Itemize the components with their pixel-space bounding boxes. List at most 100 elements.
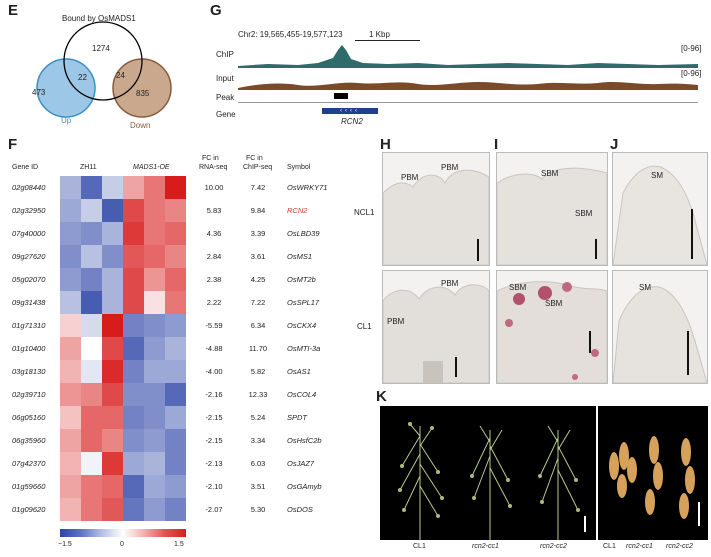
heatmap-cell [60,360,81,383]
heatmap-cell [123,222,144,245]
fc-chip-value: 5.24 [250,413,266,422]
venn-count-up: 473 [32,88,46,97]
heatmap-cell [123,360,144,383]
gene-table: 02g08440 10.00 7.42 OsWRKY71 02g32950 5.83 9.8… [0,176,360,521]
heatmap-cell [81,291,102,314]
heatmap-cell [144,452,165,475]
venn-count-bound: 1274 [92,44,110,53]
heatmap-cell [123,268,144,291]
heatmap-cell [60,429,81,452]
heatmap-cell [123,429,144,452]
fc-rna-value: 10.00 [204,183,224,192]
gene-id: 01g10400 [12,344,46,353]
heatmap-cell [165,291,186,314]
color-scale-bar [60,529,186,537]
heatmap-cell [60,475,81,498]
heatmap-cell [102,176,123,199]
peak-bar [334,93,348,99]
heatmap-cell [165,498,186,521]
gene-symbol: OsGAmyb [287,482,322,491]
panel-e-label: E [8,2,19,19]
heatmap-cell [81,222,102,245]
scale-bar [595,239,597,259]
col-header-symbol: Symbol [287,164,311,171]
tag-pbm: PBM [441,163,459,172]
fc-rna-value: -5.59 [205,321,223,330]
gene-id: 07g42370 [12,459,46,468]
heatmap-cell [60,176,81,199]
scale-bar [691,209,693,259]
track-label-peak: Peak [216,93,235,102]
insitu-h-cl1: PBM PBM [382,270,490,384]
panel-f-label: F [8,136,18,153]
heatmap-cell [123,314,144,337]
heatmap-cell [165,429,186,452]
tag-sbm: SBM [509,283,527,292]
col-header-fc-rna-1: FC in [202,155,219,162]
gene-id: 02g08440 [12,183,46,192]
tag-pbm: PBM [441,279,459,288]
heatmap-cell [144,268,165,291]
heatmap-cell [60,245,81,268]
heatmap-cell [123,245,144,268]
track-range-chip: [0-96] [681,44,702,53]
gene-id: 01g59660 [12,482,46,491]
heatmap-cell [165,314,186,337]
fc-rna-value: -2.16 [205,390,223,399]
tag-sm: SM [651,171,663,180]
gene-symbol: OsMT2b [287,275,316,284]
fc-chip-value: 3.51 [250,482,266,491]
insitu-j-ncl1: SM [612,152,708,266]
fc-rna-value: -2.07 [205,505,223,514]
venn-title: Bound by OsMADS1 [62,14,136,23]
gene-model: ‹‹‹‹ [322,108,378,114]
fc-chip-value: 7.42 [250,183,266,192]
heatmap-cell [165,475,186,498]
venn-circle-up [36,58,96,118]
fc-chip-value: 3.61 [250,252,266,261]
gene-symbol: OsDOS [287,505,313,514]
panel-k-label: K [376,388,387,405]
fc-chip-value: 5.82 [250,367,266,376]
heatmap-cell [60,199,81,222]
fc-chip-value: 9.84 [250,206,266,215]
gene-id: 07g40000 [12,229,46,238]
fc-chip-value: 3.34 [250,436,266,445]
heatmap-cell [144,291,165,314]
gene-symbol: OsCOL4 [287,390,317,399]
gene-symbol: OsAS1 [287,367,311,376]
venn-circle-bound [63,21,143,101]
heatmap-cell [144,406,165,429]
tag-sbm: SBM [541,169,559,178]
gene-id: 01g71310 [12,321,46,330]
gene-symbol: OsSPL17 [287,298,320,307]
gene-id: 06g05160 [12,413,46,422]
heatmap-cell [60,498,81,521]
heatmap-cell [165,337,186,360]
heatmap-cell [102,337,123,360]
gene-id: 02g32950 [12,206,46,215]
heatmap-cell [102,360,123,383]
heatmap-cell [144,176,165,199]
insitu-j-cl1: SM [612,270,708,384]
heatmap-cell [102,199,123,222]
color-scale-mid: 0 [120,541,124,548]
heatmap-cell [165,383,186,406]
insitu-i-cl1: SBM SBM [496,270,608,384]
fc-chip-value: 6.34 [250,321,266,330]
heatmap-cell [144,314,165,337]
heatmap-cell [81,360,102,383]
heatmap-cell [60,383,81,406]
col-header-fc-chip-2: ChIP-seq [243,164,273,171]
heatmap-grid [60,176,186,521]
heatmap-cell [123,291,144,314]
scale-bar [477,239,479,261]
fc-rna-value: 2.38 [206,275,222,284]
panicle-label-cc1: rcn2-cc1 [472,543,499,550]
heatmap-cell [81,475,102,498]
heatmap-cell [60,337,81,360]
fc-rna-value: -2.15 [205,413,223,422]
grain-photo [598,406,708,540]
heatmap-cell [144,245,165,268]
gene-id: 05g02070 [12,275,46,284]
